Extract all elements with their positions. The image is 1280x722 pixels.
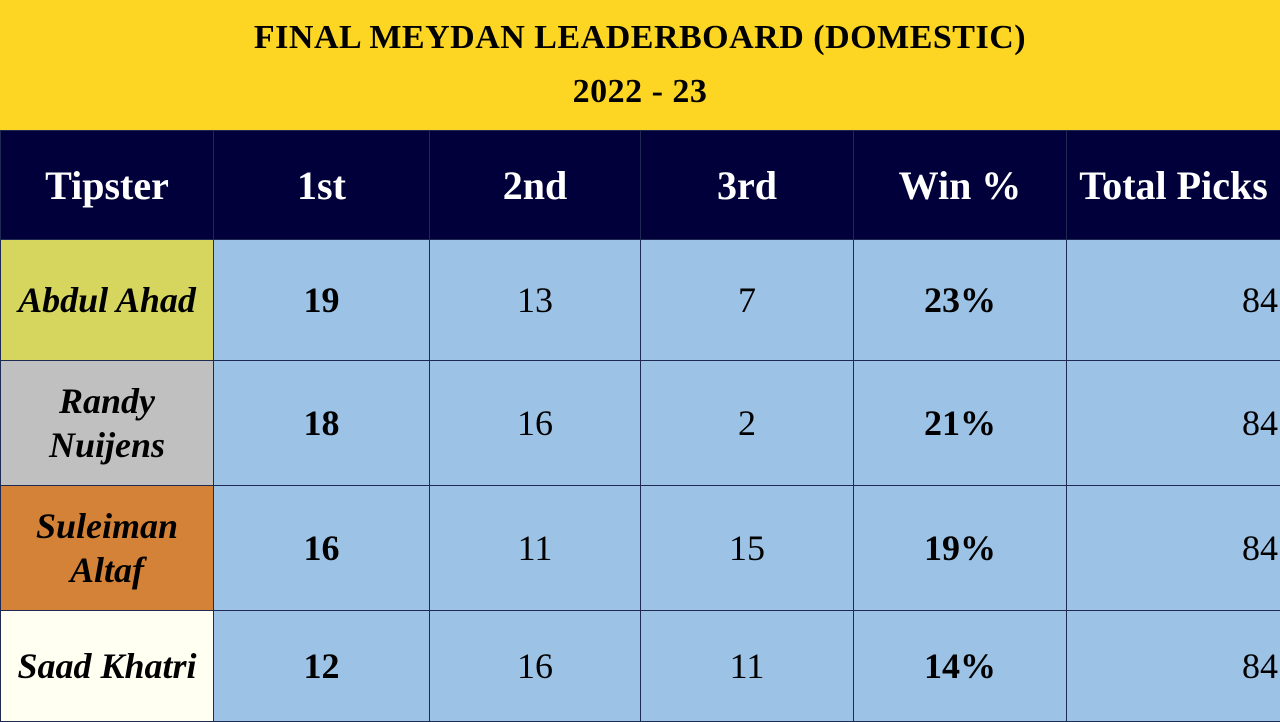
total-picks: 84	[1067, 611, 1280, 722]
title-line-2: 2022 - 23	[573, 65, 708, 119]
total-picks: 84	[1067, 486, 1280, 611]
table-row: Abdul Ahad 19 13 7 23% 84	[1, 240, 1280, 361]
table-row: Saad Khatri 12 16 11 14% 84	[1, 611, 1280, 722]
win-percentage: 14%	[854, 611, 1067, 722]
header-tipster: Tipster	[1, 131, 214, 240]
leaderboard-title: FINAL MEYDAN LEADERBOARD (DOMESTIC) 2022…	[0, 0, 1280, 130]
title-line-1: FINAL MEYDAN LEADERBOARD (DOMESTIC)	[254, 11, 1026, 65]
first-place-count: 12	[214, 611, 430, 722]
win-percentage: 23%	[854, 240, 1067, 361]
third-place-count: 11	[641, 611, 854, 722]
first-place-count: 18	[214, 361, 430, 486]
tipster-name: Abdul Ahad	[1, 240, 214, 361]
second-place-count: 13	[430, 240, 641, 361]
total-picks: 84	[1067, 240, 1280, 361]
table-row: Randy Nuijens 18 16 2 21% 84	[1, 361, 1280, 486]
win-percentage: 19%	[854, 486, 1067, 611]
header-total-picks: Total Picks	[1067, 131, 1280, 240]
tipster-name: Randy Nuijens	[1, 361, 214, 486]
second-place-count: 16	[430, 611, 641, 722]
header-second: 2nd	[430, 131, 641, 240]
header-first: 1st	[214, 131, 430, 240]
third-place-count: 2	[641, 361, 854, 486]
tipster-name: Suleiman Altaf	[1, 486, 214, 611]
third-place-count: 7	[641, 240, 854, 361]
total-picks: 84	[1067, 361, 1280, 486]
second-place-count: 16	[430, 361, 641, 486]
table-row: Suleiman Altaf 16 11 15 19% 84	[1, 486, 1280, 611]
third-place-count: 15	[641, 486, 854, 611]
header-win-pct: Win %	[854, 131, 1067, 240]
win-percentage: 21%	[854, 361, 1067, 486]
table-header-row: Tipster 1st 2nd 3rd Win % Total Picks	[1, 131, 1280, 240]
tipster-name: Saad Khatri	[1, 611, 214, 722]
first-place-count: 19	[214, 240, 430, 361]
second-place-count: 11	[430, 486, 641, 611]
first-place-count: 16	[214, 486, 430, 611]
header-third: 3rd	[641, 131, 854, 240]
leaderboard-table: Tipster 1st 2nd 3rd Win % Total Picks Ab…	[0, 130, 1280, 722]
